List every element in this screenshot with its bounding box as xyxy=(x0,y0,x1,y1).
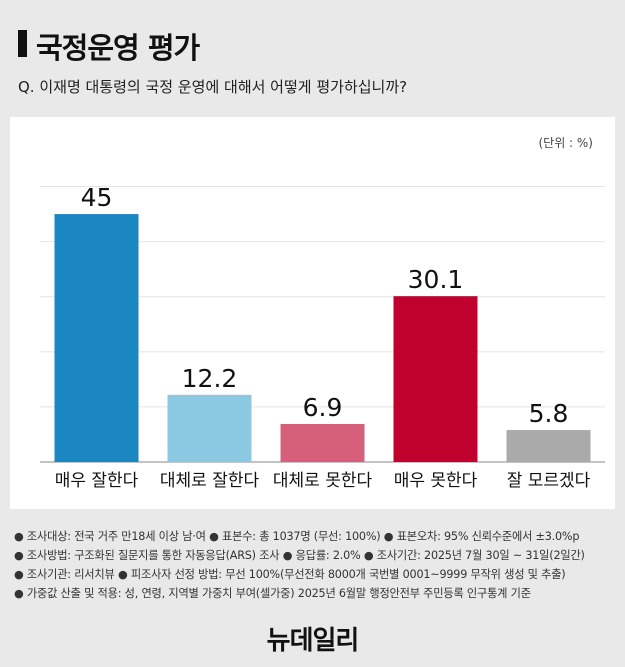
page-title: 국정운영 평가 xyxy=(36,31,200,65)
bar-1 xyxy=(54,214,139,462)
value-label: 6.9 xyxy=(303,393,343,422)
note-line: ● 조사대상: 전국 거주 만18세 이상 남·여 ● 표본수: 총 1037명… xyxy=(14,530,580,543)
category-label: 매우 잘한다 xyxy=(55,471,139,491)
logo-text: 뉴데일리 xyxy=(266,626,360,656)
bar-chart: 45 매우 잘한다 12.2 대체로 잘한다 6.9 대체로 못한다 30.1 매우 못한다 5… xyxy=(40,183,605,491)
category-label: 잘 모르겠다 xyxy=(507,471,591,491)
unit-label: (단위 : %) xyxy=(538,136,593,150)
survey-notes: ● 조사대상: 전국 거주 만18세 이상 남·여 ● 표본수: 총 1037명… xyxy=(14,527,614,603)
value-label: 30.1 xyxy=(408,265,464,294)
chart-panel: (단위 : %) 45 매우 잘한다 12.2 대체로 잘한다 6.9 대체로 못한다 30… xyxy=(10,117,615,509)
bar-3 xyxy=(280,423,365,462)
category-label: 대체로 잘한다 xyxy=(160,471,260,491)
bar-2 xyxy=(167,394,252,462)
note-line: ● 조사방법: 구조화된 질문지를 통한 자동응답(ARS) 조사 ● 응답률:… xyxy=(14,549,585,562)
publisher-logo: 뉴데일리 xyxy=(0,620,625,657)
bar-4 xyxy=(393,296,478,462)
value-label: 45 xyxy=(81,183,113,212)
category-label: 매우 못한다 xyxy=(394,471,478,491)
note-line: ● 가중값 산출 및 적용: 성, 연령, 지역별 가중치 부여(셀가중) 20… xyxy=(14,587,531,600)
bar-5 xyxy=(506,430,591,462)
value-label: 12.2 xyxy=(182,364,238,393)
title-marker xyxy=(18,30,27,57)
category-label: 대체로 못한다 xyxy=(273,471,373,491)
value-label: 5.8 xyxy=(529,399,569,428)
survey-question: Q. 이재명 대통령의 국정 운영에 대해서 어떻게 평가하십니까? xyxy=(18,78,408,96)
note-line: ● 조사기관: 리서치뷰 ● 피조사자 선정 방법: 무선 100%(무선전화 … xyxy=(14,568,566,581)
